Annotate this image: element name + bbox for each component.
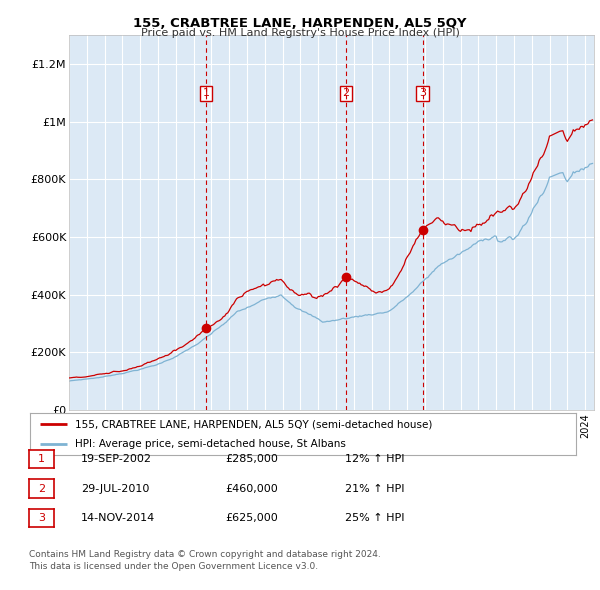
Text: 2: 2 (343, 88, 350, 99)
Text: Price paid vs. HM Land Registry's House Price Index (HPI): Price paid vs. HM Land Registry's House … (140, 28, 460, 38)
Text: £625,000: £625,000 (225, 513, 278, 523)
Text: 3: 3 (38, 513, 45, 523)
Text: This data is licensed under the Open Government Licence v3.0.: This data is licensed under the Open Gov… (29, 562, 318, 571)
Text: 1: 1 (203, 88, 210, 99)
Text: 14-NOV-2014: 14-NOV-2014 (81, 513, 155, 523)
Text: 155, CRABTREE LANE, HARPENDEN, AL5 5QY: 155, CRABTREE LANE, HARPENDEN, AL5 5QY (133, 17, 467, 30)
Text: 1: 1 (38, 454, 45, 464)
Text: Contains HM Land Registry data © Crown copyright and database right 2024.: Contains HM Land Registry data © Crown c… (29, 550, 380, 559)
Text: £285,000: £285,000 (225, 454, 278, 464)
Text: 29-JUL-2010: 29-JUL-2010 (81, 484, 149, 493)
Text: 19-SEP-2002: 19-SEP-2002 (81, 454, 152, 464)
Text: 2: 2 (38, 484, 45, 493)
Text: 21% ↑ HPI: 21% ↑ HPI (345, 484, 404, 493)
Text: 3: 3 (419, 88, 426, 99)
Text: HPI: Average price, semi-detached house, St Albans: HPI: Average price, semi-detached house,… (75, 439, 346, 449)
Text: 12% ↑ HPI: 12% ↑ HPI (345, 454, 404, 464)
Text: £460,000: £460,000 (225, 484, 278, 493)
Text: 155, CRABTREE LANE, HARPENDEN, AL5 5QY (semi-detached house): 155, CRABTREE LANE, HARPENDEN, AL5 5QY (… (75, 419, 432, 430)
Text: 25% ↑ HPI: 25% ↑ HPI (345, 513, 404, 523)
